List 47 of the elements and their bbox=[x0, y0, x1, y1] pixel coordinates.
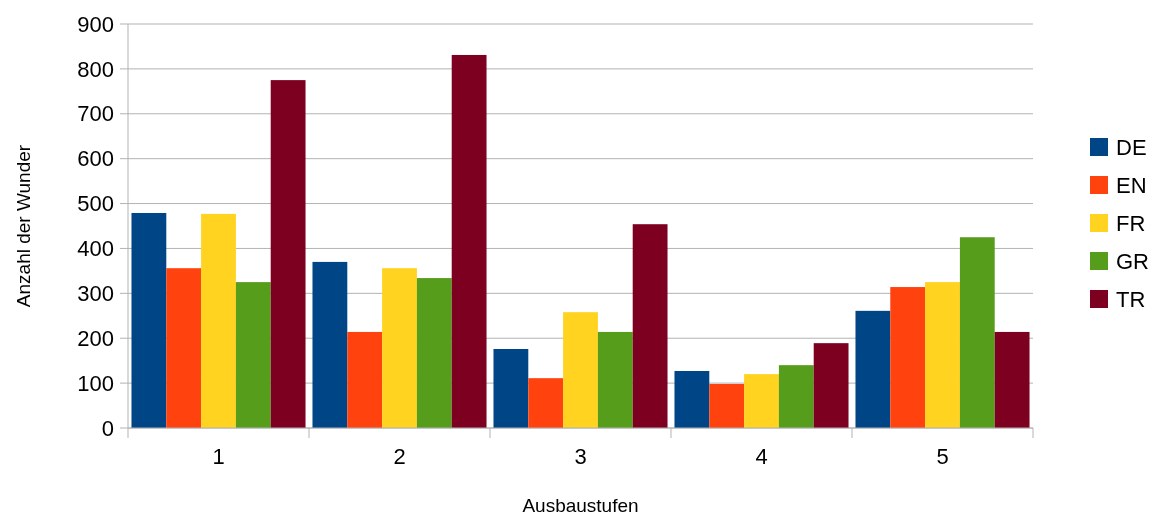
bar bbox=[632, 224, 668, 428]
y-tick-label: 700 bbox=[77, 101, 114, 127]
y-axis-title: Anzahl der Wunder bbox=[13, 144, 34, 308]
y-tick-label: 300 bbox=[77, 281, 114, 307]
bar bbox=[925, 282, 960, 428]
bar bbox=[709, 384, 745, 428]
legend-label: DE bbox=[1116, 134, 1147, 160]
x-tick-label: 4 bbox=[755, 444, 768, 469]
y-tick-label: 100 bbox=[77, 370, 114, 396]
x-tick-label: 1 bbox=[212, 444, 225, 469]
bar bbox=[855, 310, 891, 428]
bar bbox=[597, 331, 633, 428]
y-tick-label: 200 bbox=[77, 325, 114, 351]
y-tick-label: 600 bbox=[77, 146, 114, 172]
bar bbox=[166, 268, 202, 428]
legend-label: EN bbox=[1116, 172, 1147, 198]
bar bbox=[270, 80, 306, 428]
bar bbox=[744, 374, 779, 428]
bar bbox=[890, 287, 926, 428]
bar bbox=[201, 213, 236, 428]
bar bbox=[493, 349, 529, 428]
legend-label: FR bbox=[1116, 210, 1146, 236]
bar bbox=[382, 268, 417, 428]
bar bbox=[451, 54, 487, 428]
bar bbox=[674, 370, 710, 428]
bar bbox=[959, 237, 995, 428]
legend-label: TR bbox=[1116, 286, 1146, 312]
y-tick-label: 0 bbox=[101, 415, 114, 441]
y-tick-label: 900 bbox=[77, 11, 114, 37]
y-tick-label: 400 bbox=[77, 236, 114, 262]
bar bbox=[528, 378, 564, 428]
bar bbox=[235, 282, 271, 428]
legend-label: GR bbox=[1116, 248, 1149, 274]
y-tick-label: 500 bbox=[77, 191, 114, 217]
bar bbox=[347, 331, 383, 428]
bar bbox=[563, 312, 598, 428]
bar bbox=[312, 261, 348, 428]
bar bbox=[994, 331, 1030, 428]
bar bbox=[813, 343, 849, 428]
x-axis-title: Ausbaustufen bbox=[522, 495, 639, 516]
x-tick-label: 3 bbox=[574, 444, 587, 469]
x-tick-label: 5 bbox=[936, 444, 949, 469]
x-tick-label: 2 bbox=[393, 444, 406, 469]
bar bbox=[416, 278, 452, 428]
bar bbox=[131, 212, 167, 428]
bar bbox=[778, 365, 814, 428]
y-tick-label: 800 bbox=[77, 56, 114, 82]
